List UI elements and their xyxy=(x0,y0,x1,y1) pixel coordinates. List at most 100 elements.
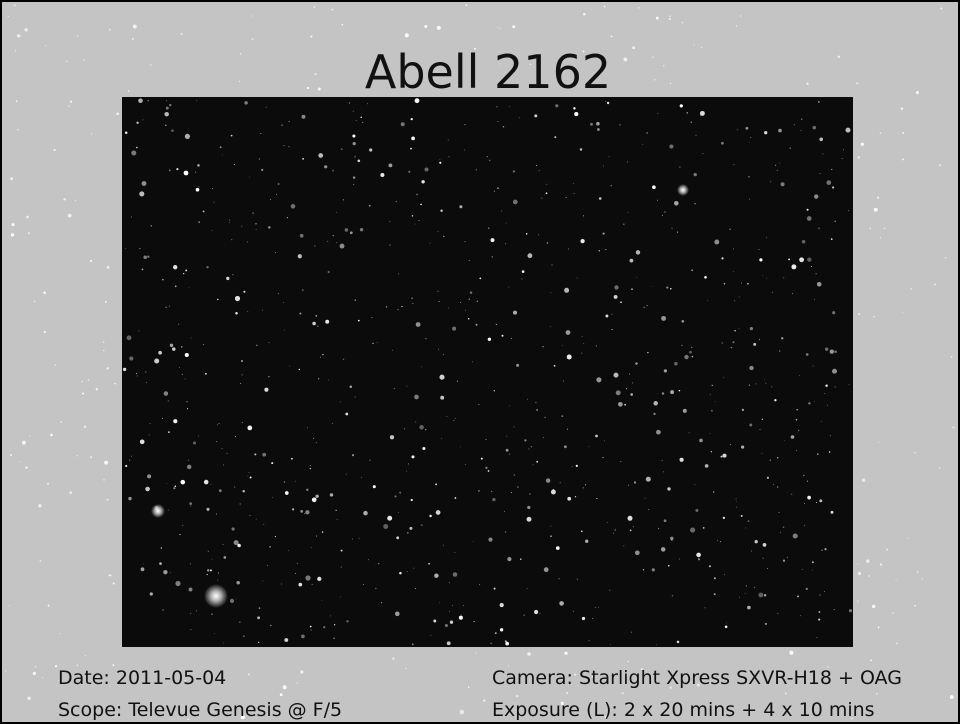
star xyxy=(321,599,323,601)
star xyxy=(106,498,109,501)
star xyxy=(825,347,829,351)
star xyxy=(159,562,162,565)
star xyxy=(452,604,453,606)
star xyxy=(45,45,47,47)
star xyxy=(749,198,751,200)
star xyxy=(576,277,578,279)
star xyxy=(11,223,15,227)
star xyxy=(921,578,923,580)
star xyxy=(14,50,17,52)
star xyxy=(668,17,671,20)
star xyxy=(141,268,144,271)
star xyxy=(618,401,623,407)
star xyxy=(534,114,538,118)
star xyxy=(106,367,109,370)
star xyxy=(247,475,249,477)
star xyxy=(239,80,241,82)
star xyxy=(179,534,181,536)
star xyxy=(128,496,132,501)
star xyxy=(131,150,137,156)
star xyxy=(187,408,189,410)
star xyxy=(679,166,681,168)
star xyxy=(270,198,272,200)
star xyxy=(68,105,70,107)
star xyxy=(830,238,833,240)
star xyxy=(822,153,824,155)
star xyxy=(602,232,605,235)
star xyxy=(95,388,99,391)
star xyxy=(594,607,596,608)
star xyxy=(817,453,819,455)
star xyxy=(487,470,490,472)
star xyxy=(318,378,320,380)
star xyxy=(815,501,817,504)
star xyxy=(655,16,659,20)
star xyxy=(582,50,585,53)
star xyxy=(202,210,205,213)
star xyxy=(634,550,640,556)
star xyxy=(444,624,448,627)
star xyxy=(271,462,274,465)
star xyxy=(609,589,611,591)
star xyxy=(516,363,520,367)
star xyxy=(896,642,898,645)
star xyxy=(307,427,308,429)
star xyxy=(741,445,745,449)
star xyxy=(762,557,764,559)
star xyxy=(938,467,941,469)
star xyxy=(114,382,116,385)
star xyxy=(222,544,224,546)
star xyxy=(792,293,793,295)
star xyxy=(819,173,821,175)
star xyxy=(243,290,246,293)
star xyxy=(184,680,186,682)
star xyxy=(856,82,859,85)
star xyxy=(363,510,368,516)
star xyxy=(487,227,490,230)
star xyxy=(695,134,697,136)
bright-star xyxy=(204,584,228,608)
star xyxy=(793,124,795,126)
star xyxy=(247,241,249,243)
star xyxy=(486,156,488,158)
star xyxy=(582,12,586,16)
star xyxy=(162,278,164,281)
star xyxy=(43,291,46,295)
star xyxy=(831,168,833,170)
star xyxy=(138,98,143,103)
star xyxy=(916,571,919,573)
star xyxy=(316,535,317,537)
star xyxy=(301,114,306,119)
star xyxy=(252,212,254,214)
star xyxy=(493,390,495,392)
star xyxy=(449,611,451,612)
star xyxy=(805,587,808,591)
star xyxy=(310,547,312,548)
star xyxy=(21,440,26,445)
star xyxy=(850,717,853,720)
star xyxy=(145,371,147,373)
star xyxy=(279,693,283,697)
star xyxy=(761,418,764,420)
star xyxy=(229,219,231,221)
star xyxy=(473,47,476,50)
star xyxy=(491,490,493,492)
star xyxy=(741,408,745,412)
star xyxy=(84,655,86,657)
star xyxy=(526,588,528,589)
star xyxy=(750,136,752,139)
star xyxy=(414,98,420,104)
star xyxy=(539,613,541,615)
star xyxy=(29,435,31,437)
star xyxy=(628,373,630,375)
star xyxy=(237,543,241,548)
star xyxy=(283,329,285,331)
star xyxy=(861,478,866,482)
star xyxy=(769,459,771,461)
star xyxy=(387,515,393,521)
star xyxy=(268,341,270,343)
star xyxy=(210,483,212,485)
star xyxy=(669,15,671,17)
star xyxy=(699,110,705,116)
star xyxy=(317,87,321,91)
